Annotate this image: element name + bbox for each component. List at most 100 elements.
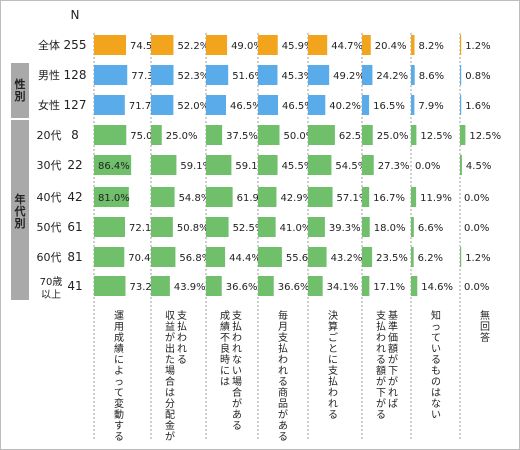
data-label: 51.6% bbox=[232, 71, 264, 82]
column-label-char: 変 bbox=[114, 397, 124, 410]
column-label-char: 払 bbox=[328, 375, 338, 388]
data-label: 17.1% bbox=[373, 282, 405, 293]
data-label: 14.6% bbox=[421, 282, 453, 293]
bar bbox=[411, 125, 417, 145]
column-label-char: は bbox=[220, 376, 230, 388]
data-label: 57.1% bbox=[337, 193, 369, 204]
data-label: 43.9% bbox=[174, 282, 206, 293]
column-label-char: 成 bbox=[114, 332, 124, 344]
column-label-char: れ bbox=[177, 343, 187, 355]
bar bbox=[258, 35, 278, 55]
bar bbox=[258, 155, 278, 175]
bar bbox=[258, 247, 282, 267]
bar bbox=[151, 247, 176, 267]
data-label: 74.5% bbox=[130, 41, 162, 52]
bar bbox=[94, 276, 126, 296]
column-label-char: が bbox=[376, 375, 386, 388]
column-label-char: に bbox=[220, 365, 230, 377]
data-label: 86.4% bbox=[98, 161, 130, 172]
column-label-char: あ bbox=[232, 409, 242, 421]
data-label: 24.2% bbox=[376, 71, 408, 82]
row-n: 81 bbox=[67, 250, 82, 264]
data-label: 0.0% bbox=[464, 223, 489, 234]
data-label: 36.6% bbox=[278, 282, 310, 293]
column-label-char: 答 bbox=[480, 331, 490, 344]
data-label: 61.9% bbox=[237, 193, 269, 204]
column-label-char: 月 bbox=[278, 321, 288, 333]
data-label: 81.0% bbox=[98, 193, 130, 204]
data-label: 0.8% bbox=[465, 71, 490, 82]
bar bbox=[460, 155, 462, 175]
column-label-char: が bbox=[278, 408, 288, 421]
column-label-char: 支 bbox=[177, 310, 187, 322]
row-label: 男性 bbox=[38, 68, 60, 82]
bar bbox=[411, 187, 417, 207]
bar bbox=[411, 95, 415, 115]
data-label: 49.2% bbox=[333, 71, 365, 82]
bar bbox=[308, 276, 323, 296]
data-label: 44.4% bbox=[229, 253, 261, 264]
n-header: N bbox=[71, 8, 80, 22]
bar bbox=[460, 125, 466, 145]
data-label: 71.7% bbox=[129, 101, 161, 112]
bar bbox=[308, 187, 333, 207]
column-label-char: 下 bbox=[376, 388, 386, 399]
bar bbox=[362, 217, 370, 237]
bar bbox=[460, 95, 462, 115]
column-label-char: 用 bbox=[114, 322, 124, 333]
column-label-char: わ bbox=[376, 332, 386, 344]
column-label-char: る bbox=[278, 431, 288, 443]
data-label: 0.0% bbox=[464, 282, 489, 293]
column-label-char: 品 bbox=[278, 398, 288, 410]
row-label: 女性 bbox=[38, 98, 60, 112]
data-label: 0.0% bbox=[415, 161, 440, 172]
bar bbox=[308, 247, 327, 267]
column-label-char: が bbox=[376, 397, 386, 410]
column-label-char: る bbox=[376, 354, 386, 366]
bar bbox=[94, 187, 129, 207]
column-label-char: て bbox=[431, 333, 441, 344]
column-label-char: る bbox=[177, 354, 187, 366]
data-label: 12.5% bbox=[420, 131, 452, 142]
column-label-char: 動 bbox=[114, 408, 124, 421]
data-label: 52.2% bbox=[177, 41, 209, 52]
row-label: 20代 bbox=[37, 129, 62, 142]
column-label-char: 価 bbox=[388, 331, 398, 344]
column-label-char: 知 bbox=[431, 309, 441, 322]
data-label: 45.3% bbox=[281, 71, 313, 82]
data-label: 23.5% bbox=[376, 253, 408, 264]
column-label-char: 良 bbox=[220, 342, 230, 355]
column-label-char: 払 bbox=[278, 342, 288, 355]
data-label: 52.5% bbox=[233, 223, 265, 234]
data-label: 37.5% bbox=[226, 131, 258, 142]
data-label: 18.0% bbox=[374, 223, 406, 234]
column-label-char: 算 bbox=[328, 320, 338, 333]
bar bbox=[206, 247, 226, 267]
bar bbox=[411, 65, 415, 85]
column-label-char: る bbox=[376, 409, 386, 421]
bar bbox=[362, 95, 370, 115]
column-label-char: れ bbox=[376, 343, 386, 355]
column-label-char: 合 bbox=[232, 386, 242, 399]
column-label-char: 場 bbox=[232, 375, 242, 388]
group-label-age-char: 年 bbox=[15, 192, 26, 206]
column-label-char: す bbox=[114, 420, 124, 432]
bar bbox=[308, 125, 335, 145]
row-n: 255 bbox=[64, 38, 87, 52]
data-label: 20.4% bbox=[375, 41, 407, 52]
data-label: 36.6% bbox=[226, 282, 258, 293]
column-label-char: た bbox=[165, 354, 175, 366]
column-label-char: る bbox=[328, 409, 338, 421]
column-label-char: な bbox=[431, 398, 441, 410]
data-label: 42.9% bbox=[280, 193, 312, 204]
bar bbox=[151, 35, 174, 55]
bar bbox=[362, 187, 370, 207]
column-label-char: 合 bbox=[165, 375, 175, 388]
column-label-char: わ bbox=[177, 332, 187, 344]
data-label: 55.6% bbox=[286, 253, 318, 264]
data-label: 52.0% bbox=[177, 101, 209, 112]
data-label: 56.8% bbox=[179, 253, 211, 264]
bar bbox=[411, 247, 414, 267]
bar bbox=[411, 35, 415, 55]
